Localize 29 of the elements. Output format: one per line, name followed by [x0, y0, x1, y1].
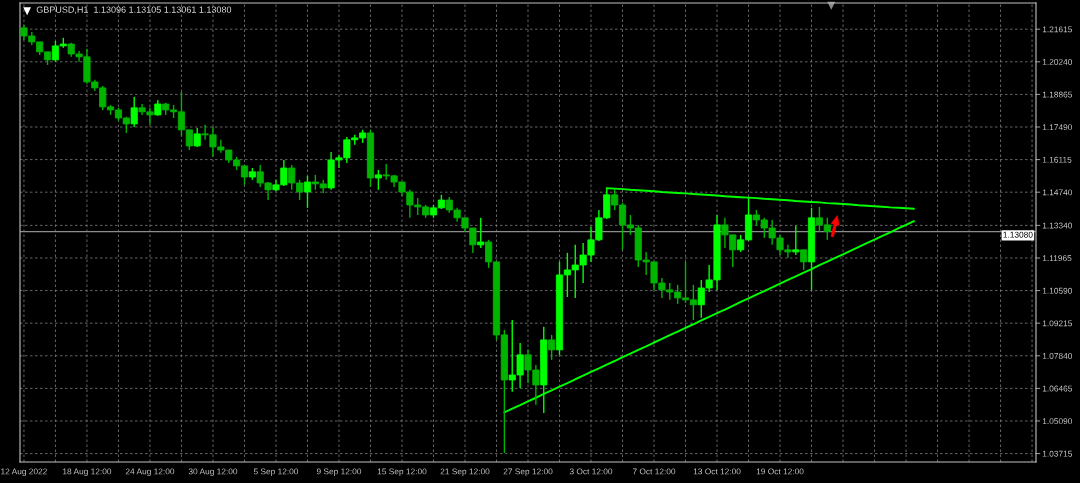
- x-tick-label: 13 Oct 12:00: [693, 468, 741, 475]
- y-tick-label: 1.10590: [1042, 287, 1073, 294]
- ref-line-label: 1.13080: [1003, 231, 1033, 238]
- x-tick-label: 27 Sep 12:00: [503, 468, 553, 477]
- x-tick-label: 18 Aug 12:00: [63, 468, 112, 477]
- y-tick-label: 1.14740: [1042, 189, 1073, 196]
- x-tick-label: 12 Aug 2022: [1, 468, 47, 477]
- y-tick-label: 1.21615: [1042, 26, 1073, 33]
- x-tick-label: 19 Oct 12:00: [756, 468, 804, 475]
- y-tick-label: 1.16115: [1042, 156, 1072, 163]
- y-tick-label: 1.06465: [1042, 385, 1073, 392]
- x-tick-label: 24 Aug 12:00: [125, 468, 175, 477]
- x-tick-label: 30 Aug 12:00: [188, 468, 238, 477]
- y-tick-label: 1.07840: [1042, 352, 1073, 359]
- y-tick-label: 1.11965: [1042, 255, 1072, 262]
- y-tick-label: 1.05090: [1042, 418, 1073, 425]
- y-tick-label: 1.09215: [1042, 320, 1073, 327]
- y-tick-label: 1.17490: [1042, 124, 1073, 131]
- y-tick-label: 1.18865: [1042, 91, 1073, 98]
- x-tick-label: 3 Oct 12:00: [569, 468, 613, 475]
- y-tick-label: 1.03715: [1042, 450, 1073, 457]
- x-tick-label: 5 Sep 12:00: [253, 468, 299, 477]
- x-tick-label: 21 Sep 12:00: [440, 468, 490, 477]
- x-tick-label: 15 Sep 12:00: [377, 468, 427, 477]
- y-tick-label: 1.13340: [1042, 222, 1073, 229]
- x-tick-label: 9 Sep 12:00: [316, 468, 362, 477]
- y-tick-label: 1.20240: [1042, 59, 1073, 65]
- x-tick-label: 7 Oct 12:00: [632, 468, 676, 475]
- chart-title: GBPUSD,H1 1.13096 1.13105 1.13061 1.13080: [36, 6, 232, 14]
